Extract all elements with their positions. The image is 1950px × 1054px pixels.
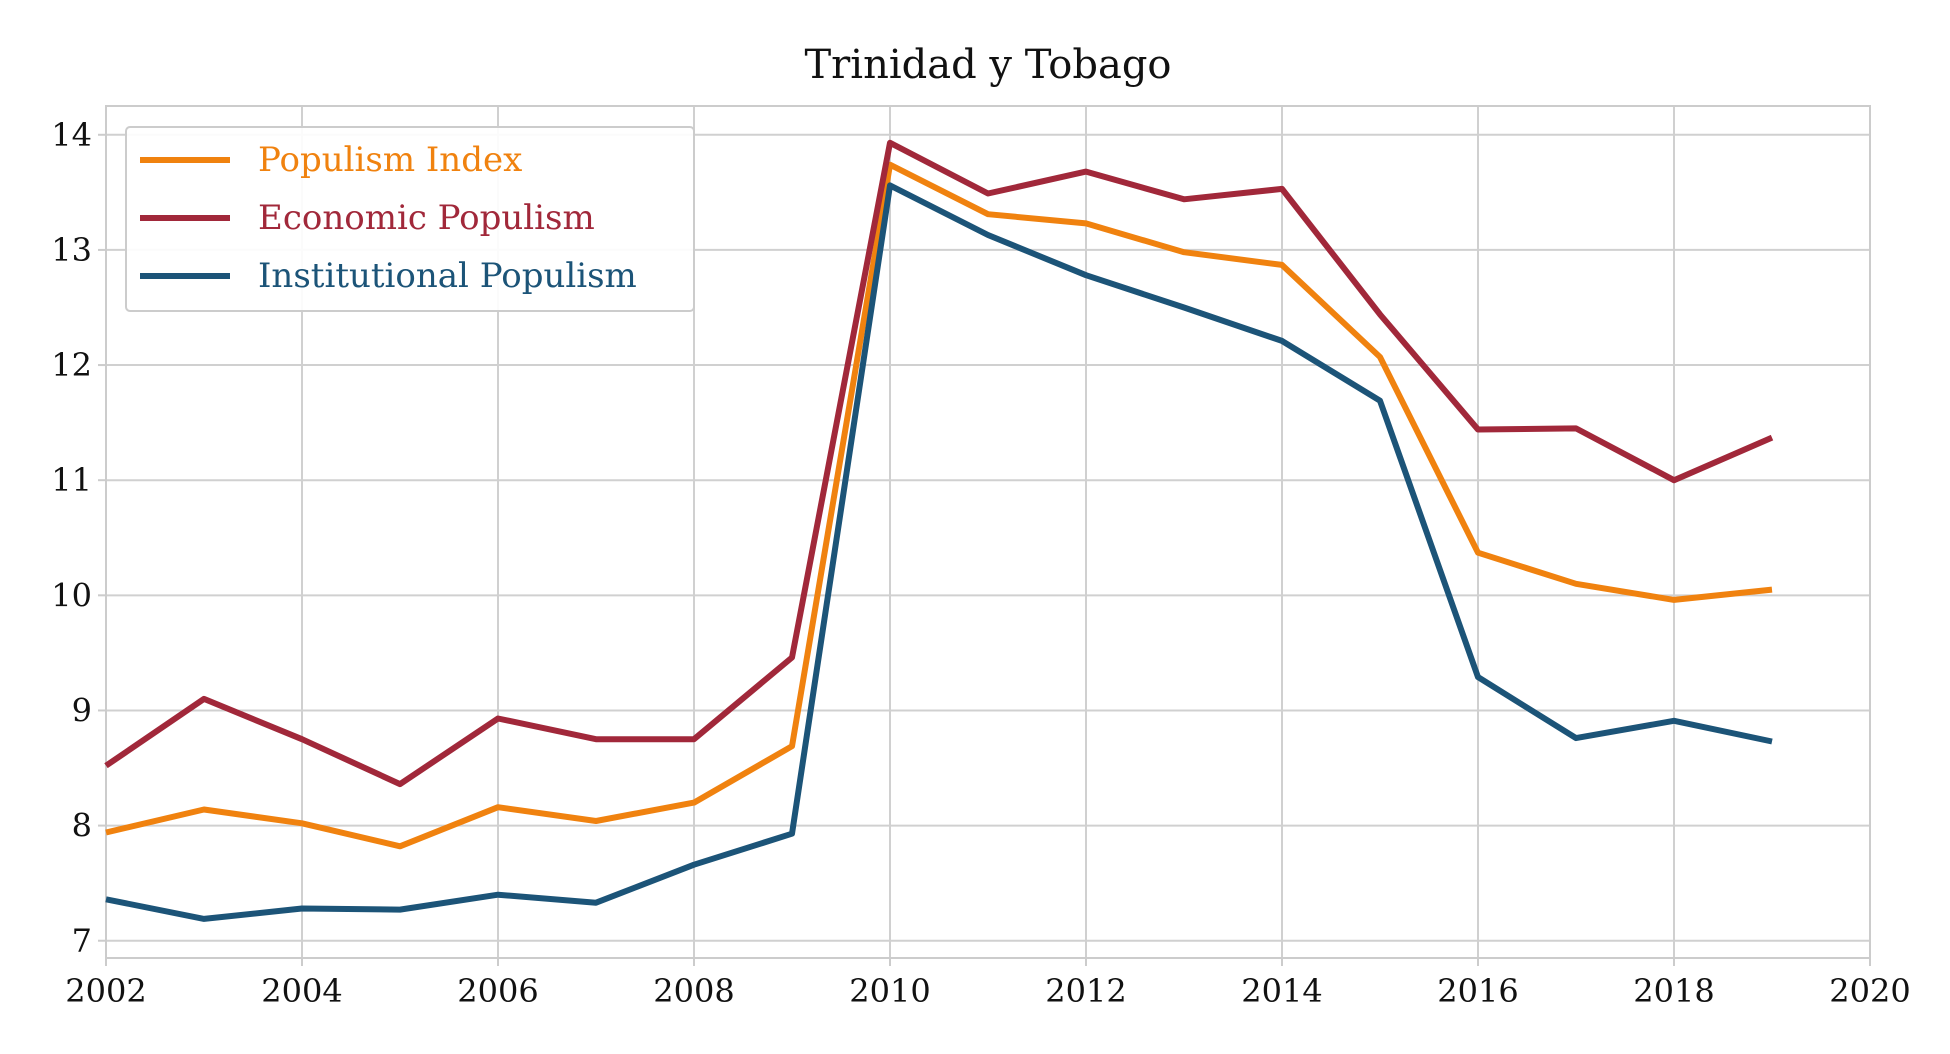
grid	[105, 106, 1871, 958]
x-tick-label: 2004	[261, 972, 342, 1010]
x-tick-label: 2008	[653, 972, 734, 1010]
x-tick-label: 2006	[457, 972, 538, 1010]
chart-title: Trinidad y Tobago	[804, 42, 1171, 88]
x-tick-label: 2018	[1633, 972, 1714, 1010]
y-tick-label: 12	[51, 346, 92, 384]
x-tick-label: 2010	[849, 972, 930, 1010]
legend-label: Institutional Populism	[258, 256, 637, 296]
x-tick-label: 2002	[65, 972, 146, 1010]
y-tick-label: 10	[51, 576, 92, 614]
y-tick-label: 14	[51, 116, 92, 154]
series-line-institutional-populism	[105, 182, 1773, 922]
legend-label: Economic Populism	[258, 198, 595, 238]
x-tick-label: 2012	[1045, 972, 1126, 1010]
legend-box	[125, 126, 695, 312]
x-tick-label: 2020	[1829, 972, 1910, 1010]
series-line-populism-index	[105, 161, 1773, 850]
axis-ticks: 2002 2004 2006 2008 2010 2012 2014 2016 2018 2020…	[51, 116, 1910, 1010]
legend: Populism Index Economic Populism Instituti…	[125, 126, 695, 312]
y-tick-label: 11	[51, 461, 92, 499]
legend-label: Populism Index	[258, 140, 522, 180]
x-tick-label: 2014	[1241, 972, 1322, 1010]
y-tick-label: 7	[72, 922, 92, 960]
series-line-economic-populism	[104, 139, 1774, 788]
y-tick-label: 8	[72, 807, 92, 845]
x-tick-label: 2016	[1437, 972, 1518, 1010]
y-tick-label: 13	[51, 231, 92, 269]
series-lines	[104, 139, 1774, 922]
y-tick-label: 9	[72, 691, 92, 729]
plot-area	[105, 105, 1871, 959]
